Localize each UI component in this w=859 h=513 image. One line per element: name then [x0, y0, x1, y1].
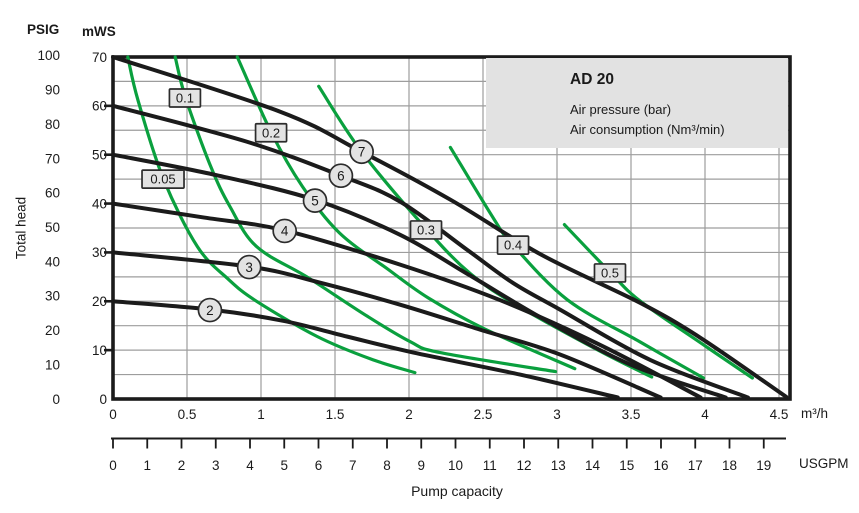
usgpm-tick-label: 2 — [178, 458, 186, 473]
consumption-curve-0.1 — [173, 55, 558, 374]
usgpm-tick-label: 10 — [448, 458, 463, 473]
m3h-tick-label: 2 — [405, 407, 413, 422]
psig-tick-label: 50 — [45, 220, 60, 235]
legend-title: AD 20 — [570, 71, 614, 88]
pressure-curve-6 — [111, 103, 750, 400]
pressure-label-badge-4 — [272, 218, 298, 244]
m3h-tick-label: 3.5 — [622, 407, 641, 422]
usgpm-tick-label: 1 — [143, 458, 151, 473]
psig-axis-header: PSIG — [27, 22, 60, 37]
pressure-label-text-3: 3 — [245, 260, 253, 275]
psig-tick-label: 80 — [45, 117, 60, 132]
usgpm-unit-label: USGPM — [799, 456, 849, 471]
pressure-label-text-2: 2 — [206, 303, 214, 318]
pressure-label-text-6: 6 — [337, 169, 345, 184]
m3h-tick-label: 3 — [553, 407, 561, 422]
pressure-label-text-7: 7 — [358, 145, 366, 160]
psig-tick-label: 100 — [37, 48, 60, 63]
usgpm-tick-label: 7 — [349, 458, 357, 473]
usgpm-tick-label: 13 — [551, 458, 566, 473]
psig-tick-label: 10 — [45, 357, 60, 372]
psig-tick-label: 40 — [45, 254, 60, 269]
usgpm-tick-label: 16 — [653, 458, 668, 473]
pressure-label-text-5: 5 — [311, 193, 319, 208]
mws-tick-label: 10 — [92, 343, 107, 358]
m3h-tick-label: 0.5 — [178, 407, 197, 422]
consumption-label-badge-0.1 — [168, 88, 202, 108]
consumption-label-badge-0.2 — [254, 122, 288, 143]
psig-tick-label: 20 — [45, 323, 60, 338]
consumption-label-badge-0.3 — [409, 220, 443, 240]
consumption-label-text-0.2: 0.2 — [262, 125, 280, 140]
mws-tick-label: 0 — [99, 392, 107, 407]
mws-tick-label: 30 — [92, 245, 107, 260]
m3h-tick-label: 4 — [701, 407, 709, 422]
pressure-label-badge-7 — [349, 139, 374, 165]
legend-line-air-pressure: Air pressure (bar) — [570, 102, 672, 117]
consumption-label-text-0.05: 0.05 — [150, 172, 175, 187]
usgpm-tick-label: 5 — [280, 458, 288, 473]
usgpm-tick-label: 18 — [722, 458, 737, 473]
consumption-curve-0.4 — [448, 145, 706, 380]
m3h-tick-label: 2.5 — [474, 407, 493, 422]
psig-tick-label: 60 — [45, 186, 60, 201]
pressure-label-text-4: 4 — [281, 224, 289, 239]
m3h-tick-label: 1 — [257, 407, 265, 422]
usgpm-tick-label: 15 — [619, 458, 634, 473]
plot-frame — [111, 55, 792, 401]
consumption-label-text-0.5: 0.5 — [601, 266, 619, 281]
mws-tick-label: 20 — [92, 294, 107, 309]
mws-tick-label: 50 — [92, 148, 107, 163]
pressure-curve-4 — [111, 201, 703, 400]
consumption-label-badge-0.05 — [141, 169, 185, 189]
mws-tick-label: 40 — [92, 196, 107, 211]
usgpm-tick-label: 0 — [109, 458, 117, 473]
m3h-unit-label: m³/h — [801, 406, 828, 421]
usgpm-tick-label: 8 — [383, 458, 391, 473]
mws-axis-header: mWS — [82, 24, 116, 39]
consumption-label-text-0.4: 0.4 — [504, 238, 522, 253]
mws-tick-label: 60 — [92, 99, 107, 114]
consumption-label-badge-0.5 — [593, 263, 627, 283]
psig-tick-label: 70 — [45, 151, 60, 166]
consumption-label-badge-0.4 — [496, 235, 530, 255]
consumption-label-text-0.1: 0.1 — [176, 91, 194, 106]
psig-tick-label: 90 — [45, 83, 60, 98]
usgpm-tick-label: 14 — [585, 458, 601, 473]
pressure-label-badge-3 — [236, 254, 262, 280]
usgpm-tick-label: 12 — [516, 458, 531, 473]
usgpm-tick-label: 19 — [756, 458, 771, 473]
pressure-label-badge-5 — [302, 188, 328, 213]
usgpm-tick-label: 9 — [417, 458, 425, 473]
pressure-curve-5 — [111, 152, 728, 400]
usgpm-tick-label: 4 — [246, 458, 254, 473]
legend-box: AD 20 Air pressure (bar) Air consumption… — [486, 58, 788, 148]
usgpm-tick-label: 6 — [315, 458, 323, 473]
m3h-tick-label: 4.5 — [770, 407, 789, 422]
pressure-curve-7 — [111, 55, 789, 399]
m3h-tick-label: 1.5 — [326, 407, 345, 422]
legend-line-air-consumption: Air consumption (Nm³/min) — [570, 122, 725, 137]
psig-tick-label: 0 — [52, 392, 60, 407]
m3h-tick-label: 0 — [109, 407, 117, 422]
x-axis-title: Pump capacity — [411, 483, 503, 499]
usgpm-tick-label: 11 — [483, 458, 497, 473]
consumption-curve-0.05 — [126, 55, 417, 375]
usgpm-tick-label: 17 — [688, 458, 703, 473]
consumption-label-text-0.3: 0.3 — [417, 223, 435, 238]
usgpm-tick-label: 3 — [212, 458, 220, 473]
mws-tick-label: 70 — [92, 50, 107, 65]
pressure-label-badge-2 — [197, 297, 223, 323]
psig-tick-label: 30 — [45, 289, 60, 304]
y-axis-title: Total head — [13, 196, 29, 260]
pressure-label-badge-6 — [328, 163, 354, 189]
